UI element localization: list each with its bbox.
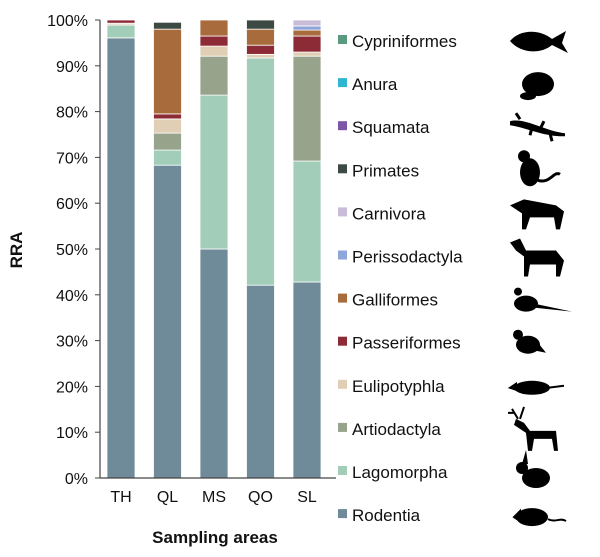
rabbit-icon	[516, 450, 550, 488]
wolf-icon	[510, 199, 564, 230]
legend-swatch	[338, 509, 347, 519]
legend-swatch	[338, 422, 347, 432]
legend-item-rodentia: Rodentia	[338, 506, 567, 527]
bird-icon	[513, 329, 546, 354]
legend-label: Lagomorpha	[352, 463, 448, 482]
bar-segment-rodentia-th	[106, 37, 136, 479]
legend-swatch	[338, 35, 347, 44]
y-tick-label: 70%	[56, 150, 88, 167]
legend-swatch	[338, 466, 347, 475]
bar-segment-eulipotyphla-ms	[199, 45, 229, 57]
legend-label: Squamata	[352, 118, 430, 137]
bar-segment-galliformes-ql	[153, 28, 182, 115]
y-tick-label: 100%	[47, 13, 88, 30]
legend-item-anura: Anura	[338, 72, 554, 101]
monkey-icon	[518, 150, 561, 187]
bar-segment-eulipotyphla-ql	[153, 118, 182, 134]
x-tick-label: TH	[110, 489, 131, 506]
bar-segment-primates-qo	[246, 19, 275, 30]
bar-segment-passeriformes-qo	[246, 44, 275, 55]
bar-segment-passeriformes-ql	[153, 113, 182, 120]
y-tick-label: 80%	[56, 105, 88, 122]
bar-segment-galliformes-sl	[292, 29, 322, 37]
legend-item-squamata: Squamata	[338, 112, 565, 142]
legend-item-cypriniformes: Cypriniformes	[338, 31, 568, 53]
legend-item-artiodactyla: Artiodactyla	[338, 406, 558, 451]
y-tick-label: 50%	[56, 242, 88, 259]
bar-segment-rodentia-ms	[199, 248, 229, 479]
legend-label: Cypriniformes	[352, 32, 457, 51]
x-tick-label: QO	[248, 489, 273, 506]
x-tick-label: SL	[297, 489, 317, 506]
legend-item-carnivora: Carnivora	[338, 199, 564, 230]
bar-segment-carnivora-sl	[292, 19, 322, 27]
bar-segment-galliformes-qo	[246, 28, 275, 46]
frog-icon	[520, 72, 554, 101]
legend-item-passeriformes: Passeriformes	[338, 329, 546, 354]
y-tick-label: 40%	[56, 288, 88, 305]
bar-segment-artiodactyla-ql	[153, 132, 182, 151]
rat-icon	[512, 508, 567, 527]
legend-item-primates: Primates	[338, 150, 561, 187]
legend-swatch	[338, 379, 347, 389]
legend-swatch	[338, 250, 347, 260]
legend-item-perissodactyla: Perissodactyla	[338, 238, 564, 277]
bar-segment-lagomorpha-sl	[292, 160, 322, 283]
bar-segment-galliformes-ms	[199, 19, 229, 37]
bar-segment-lagomorpha-qo	[246, 57, 275, 286]
legend-label: Perissodactyla	[352, 248, 463, 267]
pheasant-icon	[514, 287, 572, 312]
legend-swatch	[338, 336, 347, 346]
bar-segment-rodentia-ql	[153, 164, 182, 479]
deer-icon	[508, 406, 558, 451]
bar-segment-passeriformes-th	[106, 19, 136, 24]
bar-segment-primates-ql	[153, 21, 182, 30]
y-tick-label: 30%	[56, 334, 88, 351]
legend-swatch	[338, 164, 347, 174]
legend-item-galliformes: Galliformes	[338, 287, 572, 312]
shrew-icon	[507, 380, 565, 395]
bar-segment-rodentia-sl	[292, 281, 322, 479]
legend-item-lagomorpha: Lagomorpha	[338, 450, 550, 488]
lizard-icon	[510, 112, 565, 142]
legend-label: Artiodactyla	[352, 420, 441, 439]
legend-label: Passeriformes	[352, 334, 461, 353]
bar-segment-passeriformes-ms	[199, 35, 229, 47]
x-tick-label: QL	[157, 489, 178, 506]
bar-segment-passeriformes-sl	[292, 35, 322, 53]
legend-label: Carnivora	[352, 204, 426, 223]
legend-item-eulipotyphla: Eulipotyphla	[338, 377, 565, 396]
y-tick-label: 10%	[56, 425, 88, 442]
fish-icon	[510, 31, 568, 53]
bar-segment-perissodactyla-sl	[292, 25, 322, 31]
legend-label: Galliformes	[352, 291, 438, 310]
legend-label: Anura	[352, 75, 398, 94]
bar-segment-artiodactyla-sl	[292, 55, 322, 162]
bar-segment-lagomorpha-ql	[153, 149, 182, 166]
legend-label: Rodentia	[352, 506, 421, 525]
bar-segment-lagomorpha-ms	[199, 94, 229, 250]
bar-segment-rodentia-qo	[246, 284, 275, 479]
legend-swatch	[338, 78, 347, 88]
bar-segment-eulipotyphla-qo	[246, 53, 275, 59]
x-axis-label: Sampling areas	[152, 528, 278, 547]
y-axis-label: RRA	[7, 232, 26, 269]
bar-segment-artiodactyla-ms	[199, 55, 229, 96]
legend-label: Primates	[352, 161, 419, 180]
y-tick-label: 0%	[65, 471, 88, 488]
x-tick-label: MS	[202, 489, 226, 506]
legend-swatch	[338, 207, 347, 217]
y-tick-label: 60%	[56, 196, 88, 213]
legend-label: Eulipotyphla	[352, 377, 445, 396]
bar-segment-eulipotyphla-sl	[292, 51, 322, 57]
horse-icon	[510, 238, 564, 277]
legend-swatch	[338, 121, 347, 131]
y-tick-label: 20%	[56, 379, 88, 396]
bar-segment-lagomorpha-th	[106, 24, 136, 39]
legend-swatch	[338, 293, 347, 303]
y-tick-label: 90%	[56, 59, 88, 76]
